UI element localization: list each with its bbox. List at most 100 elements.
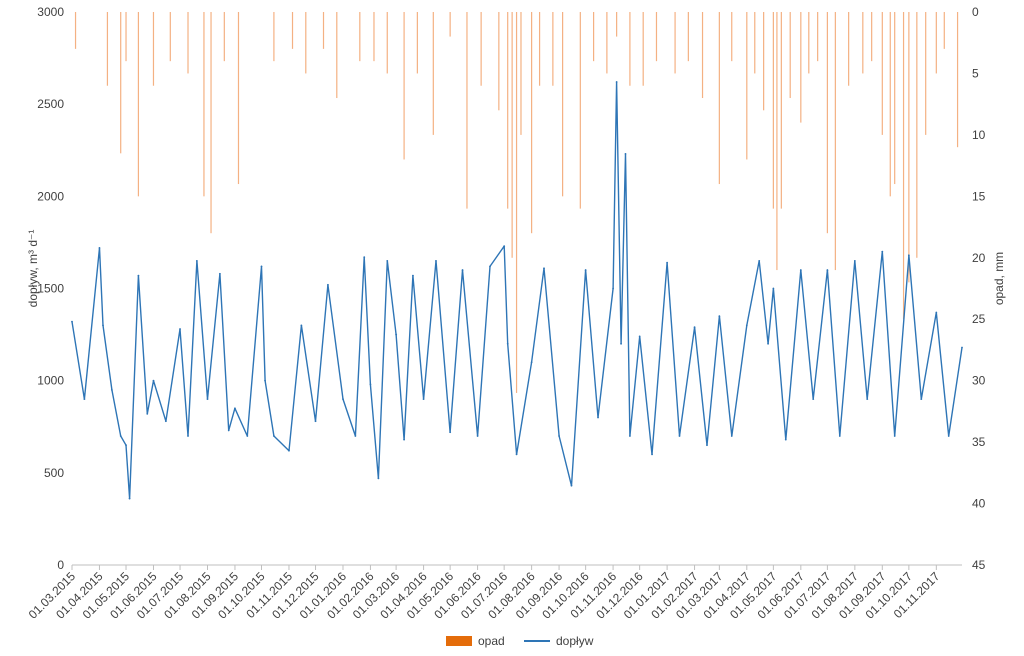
dopływ-point: [961, 346, 963, 349]
dopływ-point: [947, 435, 950, 437]
dopływ-point: [718, 315, 721, 318]
opad-bar: [826, 12, 828, 234]
dopływ-point: [288, 449, 290, 452]
opad-bar: [718, 12, 720, 185]
dopływ-point: [543, 267, 545, 270]
dopływ-point: [881, 250, 884, 253]
opad-bar: [291, 12, 294, 49]
opad-bar: [416, 12, 418, 74]
dopływ-point: [449, 431, 452, 434]
opad-bar: [106, 12, 109, 86]
y-right-tick-label: 30: [972, 374, 986, 388]
opad-bar: [871, 12, 873, 62]
opad-bar: [808, 12, 810, 74]
opad-bar: [746, 12, 748, 160]
legend-item-opad: opad: [446, 634, 505, 648]
dopływ-point: [461, 269, 464, 271]
y-right-tick-label: 0: [972, 5, 979, 19]
opad-bar: [800, 12, 802, 123]
opad-bar: [552, 12, 554, 86]
dopływ-point: [745, 324, 748, 327]
dopływ-point: [71, 320, 73, 323]
dopływ-point: [638, 335, 641, 338]
dopływ-point: [730, 435, 733, 437]
opad-bar: [701, 12, 704, 99]
legend-swatch-opad: [446, 636, 472, 646]
opad-bar: [731, 12, 733, 62]
dopływ-point: [530, 361, 533, 364]
dopływ-point: [137, 274, 140, 277]
opad-bars: [74, 12, 959, 393]
dopływ-point: [799, 269, 802, 271]
dopływ-point: [152, 379, 155, 382]
dopływ-point: [435, 259, 437, 262]
y-right-tick-label: 5: [972, 66, 979, 80]
dopływ-point: [83, 398, 86, 400]
dopływ-point: [386, 259, 389, 262]
dopływ-point: [264, 379, 266, 382]
y-left-tick-label: 2000: [37, 189, 64, 203]
opad-bar: [322, 12, 325, 49]
dopływ-point: [102, 324, 104, 327]
legend: opad dopływ: [446, 634, 594, 648]
opad-bar: [74, 12, 77, 49]
opad-bar: [763, 12, 765, 111]
opad-bar: [862, 12, 864, 74]
opad-bar: [889, 12, 891, 197]
dopływ-point: [838, 435, 841, 437]
dopływ-point: [314, 420, 317, 423]
opad-bar: [562, 12, 564, 197]
dopływ-point: [327, 283, 329, 286]
opad-bar: [935, 12, 937, 74]
opad-bar: [511, 12, 513, 258]
opad-bar: [515, 12, 518, 393]
opad-bar: [223, 12, 225, 62]
dopływ-point: [146, 412, 149, 415]
dopływ-point: [920, 398, 923, 400]
opad-bar: [480, 12, 482, 86]
dopływ-point: [363, 256, 366, 259]
opad-bar: [674, 12, 676, 74]
dopływ-point: [506, 342, 509, 345]
dopływ-point: [234, 407, 236, 410]
dopływ-point: [369, 383, 372, 386]
opad-bar: [616, 12, 618, 37]
y-right-axis-title: opad, mm: [992, 252, 1006, 305]
opad-bar: [125, 12, 127, 62]
opad-bar: [894, 12, 896, 185]
opad-bar: [203, 12, 205, 197]
y-right-tick-label: 35: [972, 435, 986, 449]
dopływ-point: [629, 435, 631, 437]
legend-label: opad: [478, 634, 505, 648]
opad-bar: [606, 12, 608, 74]
dopływ-point: [354, 435, 357, 437]
y-left-tick-label: 2500: [37, 97, 64, 111]
opad-bar: [780, 12, 782, 209]
y-right-tick-label: 15: [972, 189, 986, 203]
y-right-tick-label: 10: [972, 128, 986, 142]
dopływ-point: [767, 342, 769, 345]
y-left-tick-label: 1500: [37, 282, 64, 296]
dopływ-point: [866, 398, 869, 400]
opad-bar: [373, 12, 375, 62]
dopływ-point: [246, 435, 249, 437]
dopływ-point: [260, 265, 263, 268]
opad-bar: [943, 12, 945, 49]
dopływ-point: [403, 438, 405, 441]
opad-bar: [137, 12, 140, 197]
dopływ-point: [476, 435, 479, 437]
opad-bar: [538, 12, 541, 86]
opad-bar: [776, 12, 778, 271]
dopływ-point: [893, 435, 896, 437]
y-right-tick-label: 20: [972, 251, 986, 265]
opad-bar: [498, 12, 500, 111]
dopływ-point: [128, 497, 131, 500]
legend-item-dopływ: dopływ: [524, 634, 594, 648]
opad-bar: [902, 12, 905, 320]
opad-bar: [629, 12, 631, 86]
dopływ-point: [377, 477, 380, 480]
y-left-tick-label: 0: [57, 558, 64, 572]
y-left-tick-label: 3000: [37, 5, 64, 19]
dopływ-point: [784, 438, 787, 441]
opad-bar: [817, 12, 819, 62]
